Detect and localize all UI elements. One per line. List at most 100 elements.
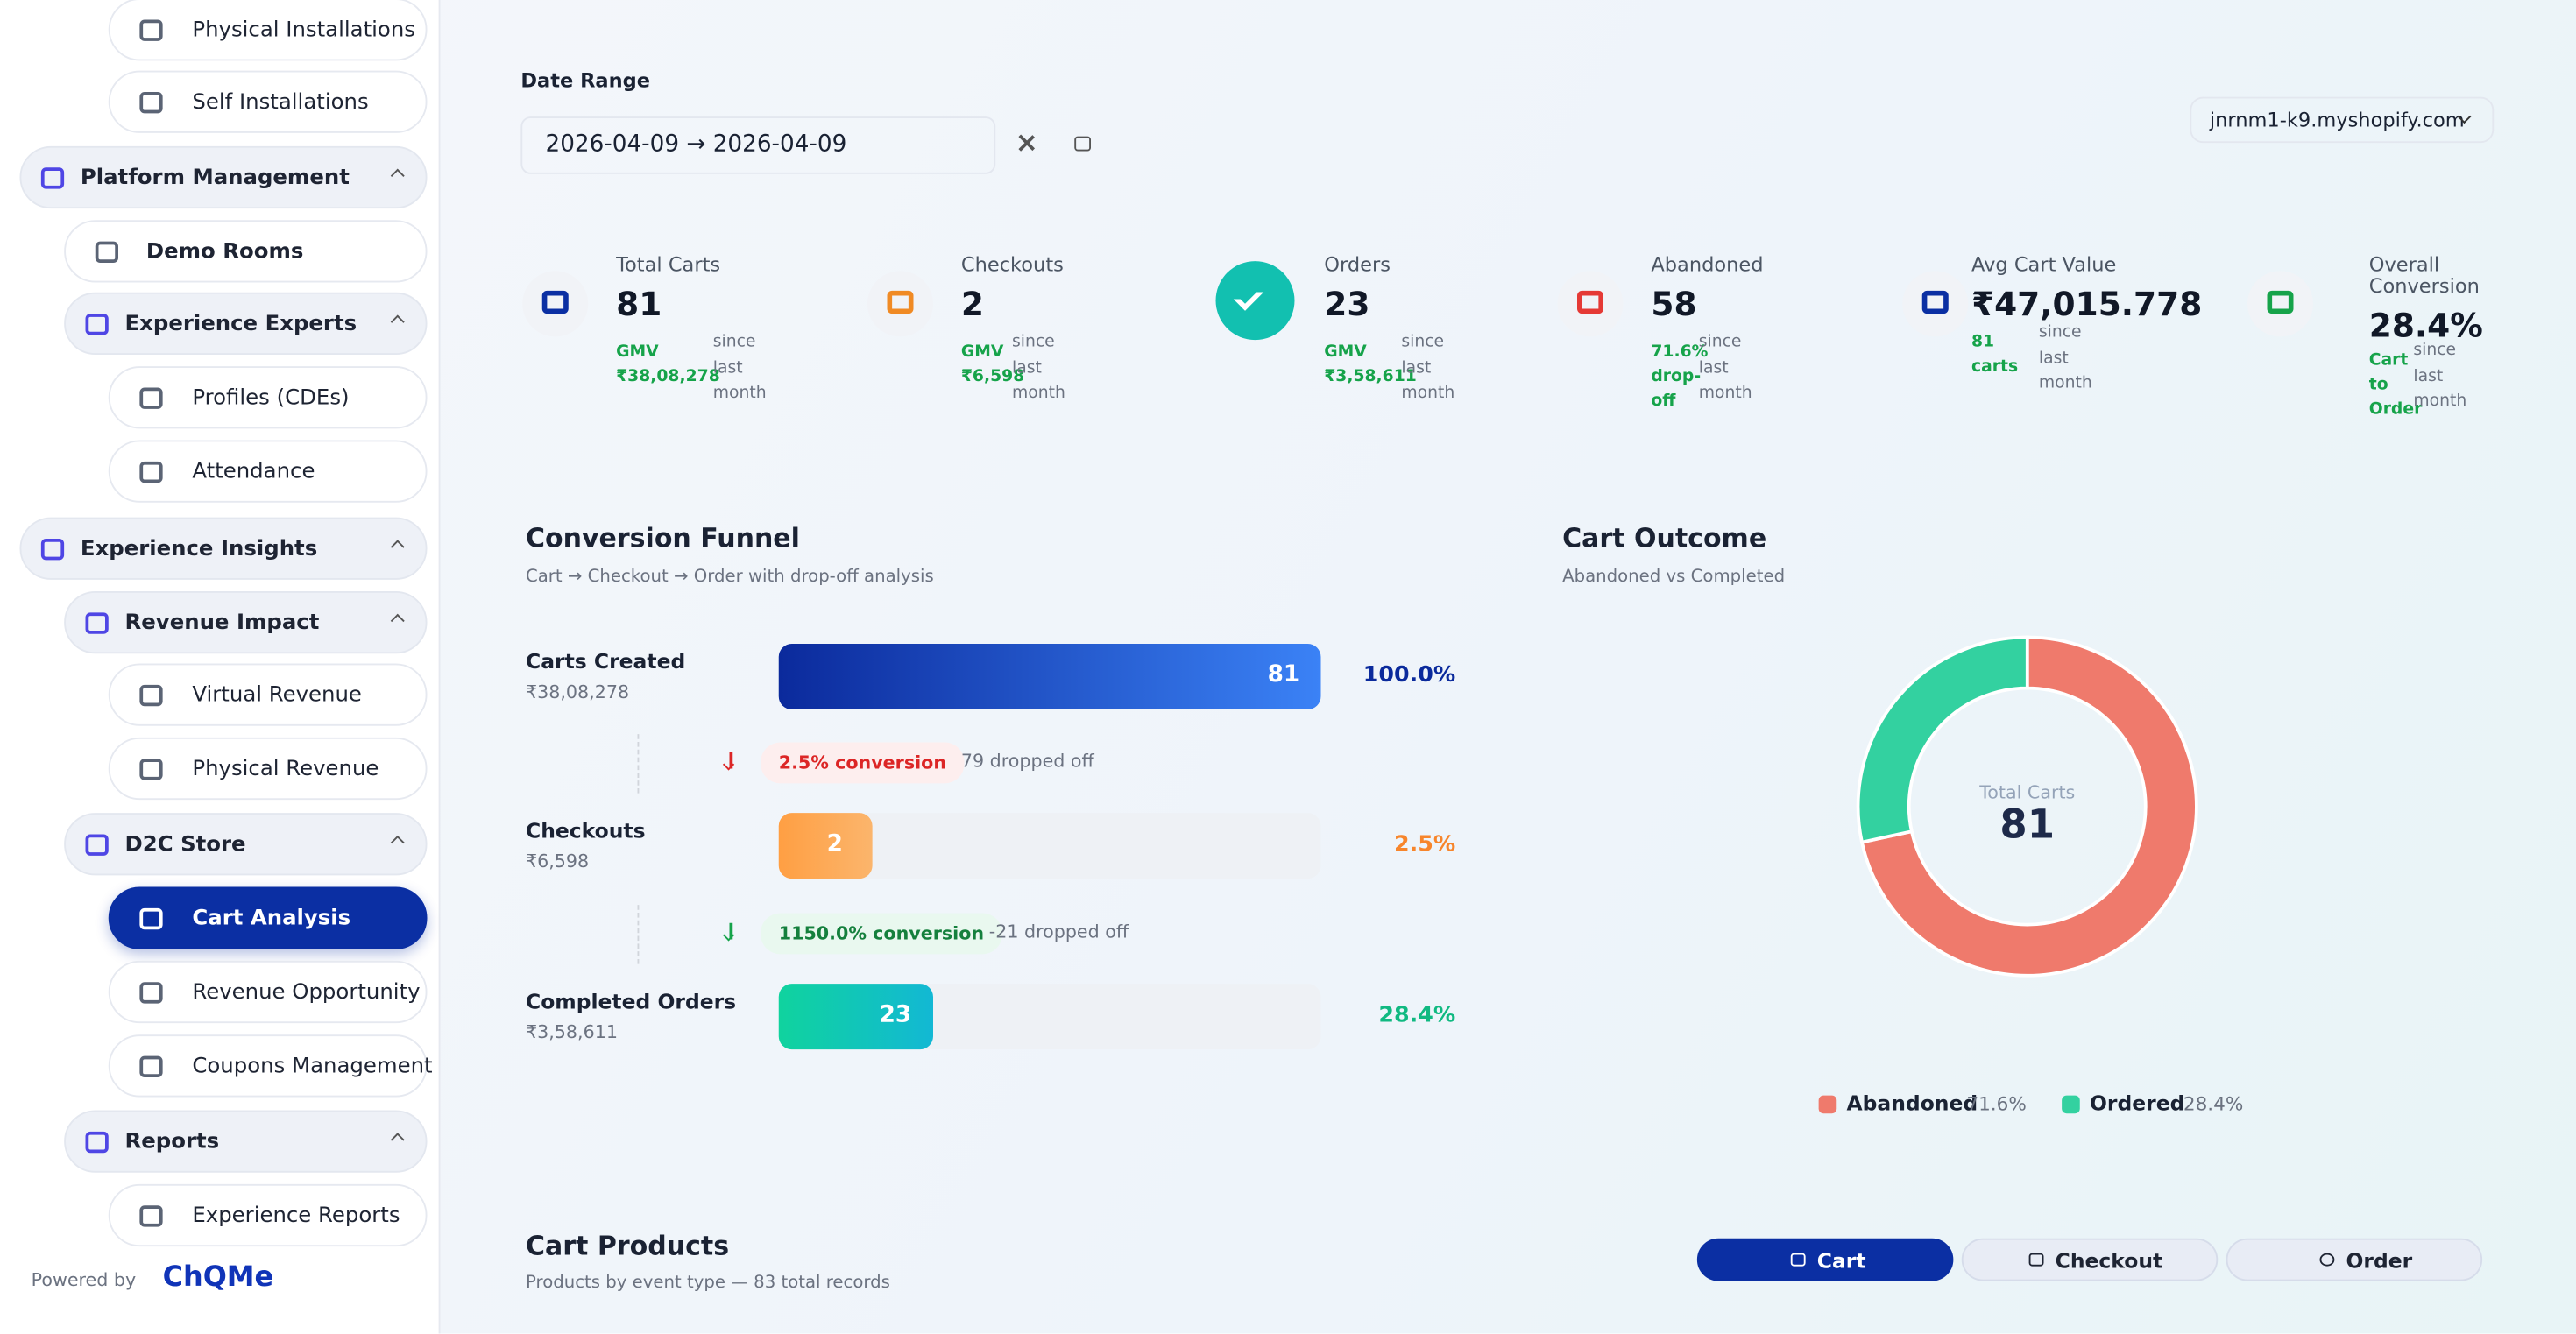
nav-item[interactable]: Attendance: [109, 441, 428, 503]
nav-icon: [139, 1205, 162, 1226]
nav-icon: [86, 1132, 109, 1153]
stage-percent: 100.0%: [1363, 662, 1455, 688]
nav-item[interactable]: Physical Installations: [109, 0, 428, 60]
nav-item[interactable]: Profiles (CDEs): [109, 366, 428, 428]
tab-button[interactable]: Order: [2226, 1239, 2483, 1281]
nav-item[interactable]: Revenue Impact: [64, 591, 427, 653]
dropped-text: -21 dropped off: [989, 921, 1129, 942]
stage-label: Checkouts: [526, 818, 646, 843]
chevron: [391, 315, 405, 329]
nav-icon: [41, 539, 64, 560]
nav-label: Revenue Opportunity: [192, 979, 420, 1007]
nav-label: Revenue Impact: [125, 610, 320, 638]
stage-percent: 28.4%: [1378, 1002, 1455, 1028]
kpi-icon: [2247, 271, 2313, 336]
kpi-value: 81: [616, 284, 662, 323]
donut-segment: [1858, 638, 2028, 843]
calendar-button[interactable]: [1074, 137, 1091, 152]
kpi-detail: 71.6% drop-off: [1651, 340, 1697, 413]
kpi-note: since last month: [2039, 321, 2105, 397]
kpi-detail: 81 carts: [1971, 330, 2024, 379]
legend-dot: [2062, 1096, 2080, 1114]
nav-label: Attendance: [192, 458, 315, 486]
nav-item[interactable]: Platform Management: [20, 146, 428, 208]
kpi-card card: Avg Cart Value₹47,015.77881 cartssince l…: [1870, 235, 2182, 406]
kpi-icon: [1558, 271, 1624, 336]
kpi-value: ₹47,015.778: [1971, 284, 2202, 323]
nav-item[interactable]: Revenue Opportunity: [109, 961, 428, 1023]
date-input[interactable]: 2026-04-09 → 2026-04-09: [520, 116, 995, 174]
clear-button[interactable]: [1019, 135, 1036, 152]
kpi-detail: Cart to Order: [2369, 349, 2412, 422]
stage-gmv: ₹6,598: [526, 851, 589, 872]
legend-value: 28.4%: [2183, 1092, 2244, 1115]
outcome-title: Cart Outcome: [1562, 522, 1766, 554]
tab-label: Order: [2346, 1248, 2413, 1273]
store-dropdown[interactable]: jnrnm1-k9.myshopify.com: [2190, 97, 2494, 144]
chevron: [391, 614, 405, 628]
nav-icon: [139, 388, 162, 409]
arrow-head: [723, 929, 734, 941]
nav-icon: [139, 92, 162, 113]
nav-item[interactable]: Cart Analysis: [109, 887, 428, 949]
kpi-icon: [867, 271, 933, 336]
filter-title: Date Range: [520, 69, 650, 92]
stage-gmv: ₹3,58,611: [526, 1021, 618, 1042]
kpi-glyph: [542, 291, 569, 314]
kpi-value: 58: [1651, 284, 1696, 323]
nav-label: Virtual Revenue: [192, 681, 362, 709]
kpi-label: Abandoned: [1651, 255, 1848, 276]
legend-dot: [1819, 1096, 1837, 1114]
chevron: [391, 169, 405, 183]
kpi-value: 2: [961, 284, 984, 323]
nav-item[interactable]: D2C Store: [64, 813, 427, 875]
legend-name: Abandoned: [1847, 1090, 1978, 1115]
dropped-text: 79 dropped off: [961, 751, 1094, 772]
kpi-card card: Orders23GMV ₹3,58,611since last month: [1179, 235, 1491, 432]
chevron: [391, 540, 405, 554]
nav-item[interactable]: Experience Reports: [109, 1184, 428, 1246]
kpi-icon: [1902, 271, 1968, 336]
nav-label: Coupons Management: [192, 1053, 432, 1081]
nav-icon: [139, 462, 162, 483]
nav-item[interactable]: Experience Insights: [20, 518, 428, 580]
nav-item[interactable]: Coupons Management: [109, 1034, 428, 1097]
stage-label: Completed Orders: [526, 989, 736, 1013]
nav-item[interactable]: Demo Rooms: [64, 220, 427, 282]
nav-icon: [139, 982, 162, 1003]
nav-icon: [139, 1056, 162, 1077]
nav-item[interactable]: Self Installations: [109, 71, 428, 133]
tab-label: Checkout: [2056, 1248, 2163, 1273]
nav-item[interactable]: Virtual Revenue: [109, 664, 428, 726]
kpi-glyph: [1577, 291, 1603, 314]
kpi-label: Avg Cart Value: [1971, 255, 2202, 276]
funnel-title: Conversion Funnel: [526, 522, 800, 554]
kpi-note: since last month: [1401, 330, 1467, 406]
nav-item[interactable]: Experience Experts: [64, 293, 427, 355]
kpi-card card: Overall Conversion28.4%Cart to Ordersinc…: [2215, 235, 2527, 448]
tab-icon: [2029, 1253, 2044, 1267]
bar-count: 2: [827, 831, 843, 858]
tab-icon: [1791, 1253, 1806, 1267]
connector: [638, 734, 640, 794]
bar-count: 81: [1268, 662, 1300, 688]
donut: [1858, 638, 2197, 976]
nav-icon: [86, 314, 109, 335]
date-value: 2026-04-09 → 2026-04-09: [546, 131, 847, 158]
kpi-glyph: [1922, 291, 1949, 314]
funnel-subtitle: Cart → Checkout → Order with drop-off an…: [526, 567, 934, 587]
tab-button[interactable]: Cart: [1697, 1239, 1954, 1281]
tab-icon: [2320, 1253, 2335, 1267]
products-title: Cart Products: [526, 1230, 729, 1261]
kpi-detail: GMV ₹3,58,611: [1324, 340, 1399, 389]
tab-button[interactable]: Checkout: [1962, 1239, 2219, 1281]
funnel-bar: 2: [779, 813, 873, 879]
kpi-card card: Checkouts2GMV ₹6,598since last month: [835, 235, 1147, 432]
nav-item[interactable]: Physical Revenue: [109, 738, 428, 800]
nav-icon: [86, 835, 109, 856]
outcome-subtitle: Abandoned vs Completed: [1562, 567, 1785, 587]
nav-item[interactable]: Reports: [64, 1111, 427, 1173]
conversion-pill: 2.5% conversion: [761, 743, 965, 784]
tab-label: Cart: [1817, 1248, 1866, 1273]
connector: [638, 905, 640, 964]
